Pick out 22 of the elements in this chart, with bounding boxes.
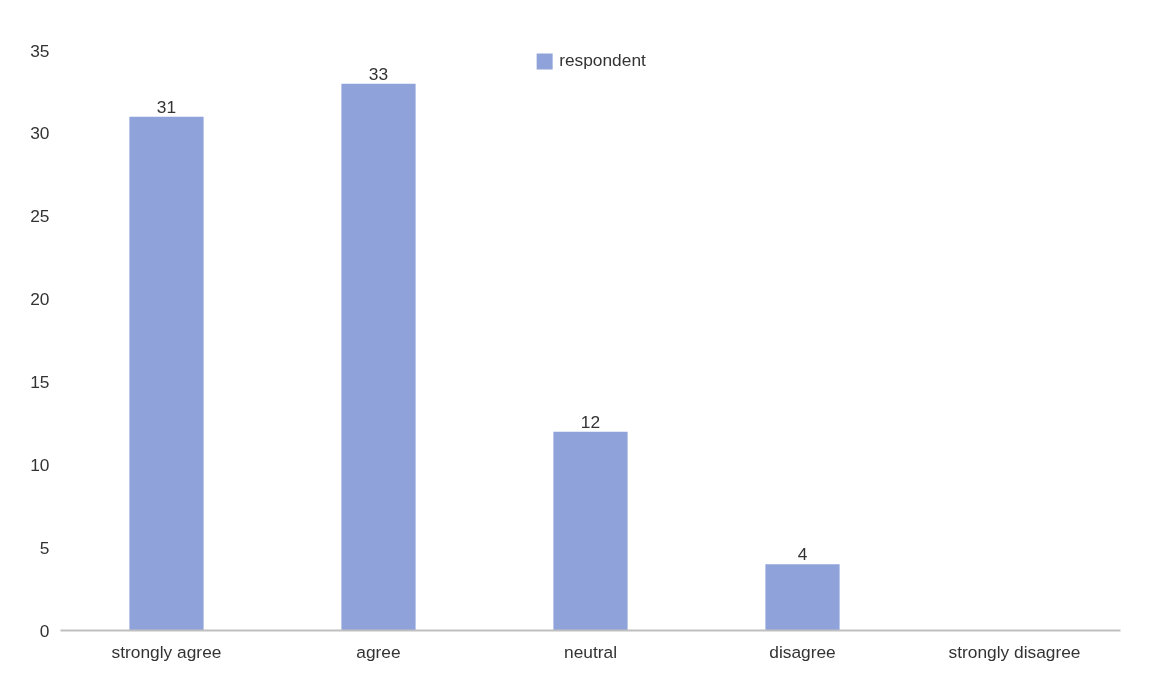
data-label: 31 [156,96,177,117]
y-tick-label: 25 [30,206,50,227]
bar [765,564,840,631]
x-tick-label: agree [356,641,401,662]
bar [553,431,628,631]
x-tick-label: strongly disagree [948,641,1081,662]
y-tick-label: 30 [30,123,50,144]
y-tick-label: 0 [39,620,50,641]
data-label: 33 [368,63,389,84]
data-label: 12 [580,411,601,432]
y-tick-label: 35 [30,40,50,61]
legend-label: respondent [559,50,646,71]
x-tick-label: disagree [769,641,836,662]
x-tick-label: strongly agree [111,641,222,662]
y-tick-label: 15 [30,371,50,392]
bar [341,83,416,631]
y-tick-label: 20 [30,289,50,310]
x-tick-label: neutral [564,641,617,662]
y-tick-label: 10 [30,454,50,475]
data-label: 4 [797,544,808,565]
bar [129,116,204,631]
y-tick-label: 5 [39,537,50,558]
